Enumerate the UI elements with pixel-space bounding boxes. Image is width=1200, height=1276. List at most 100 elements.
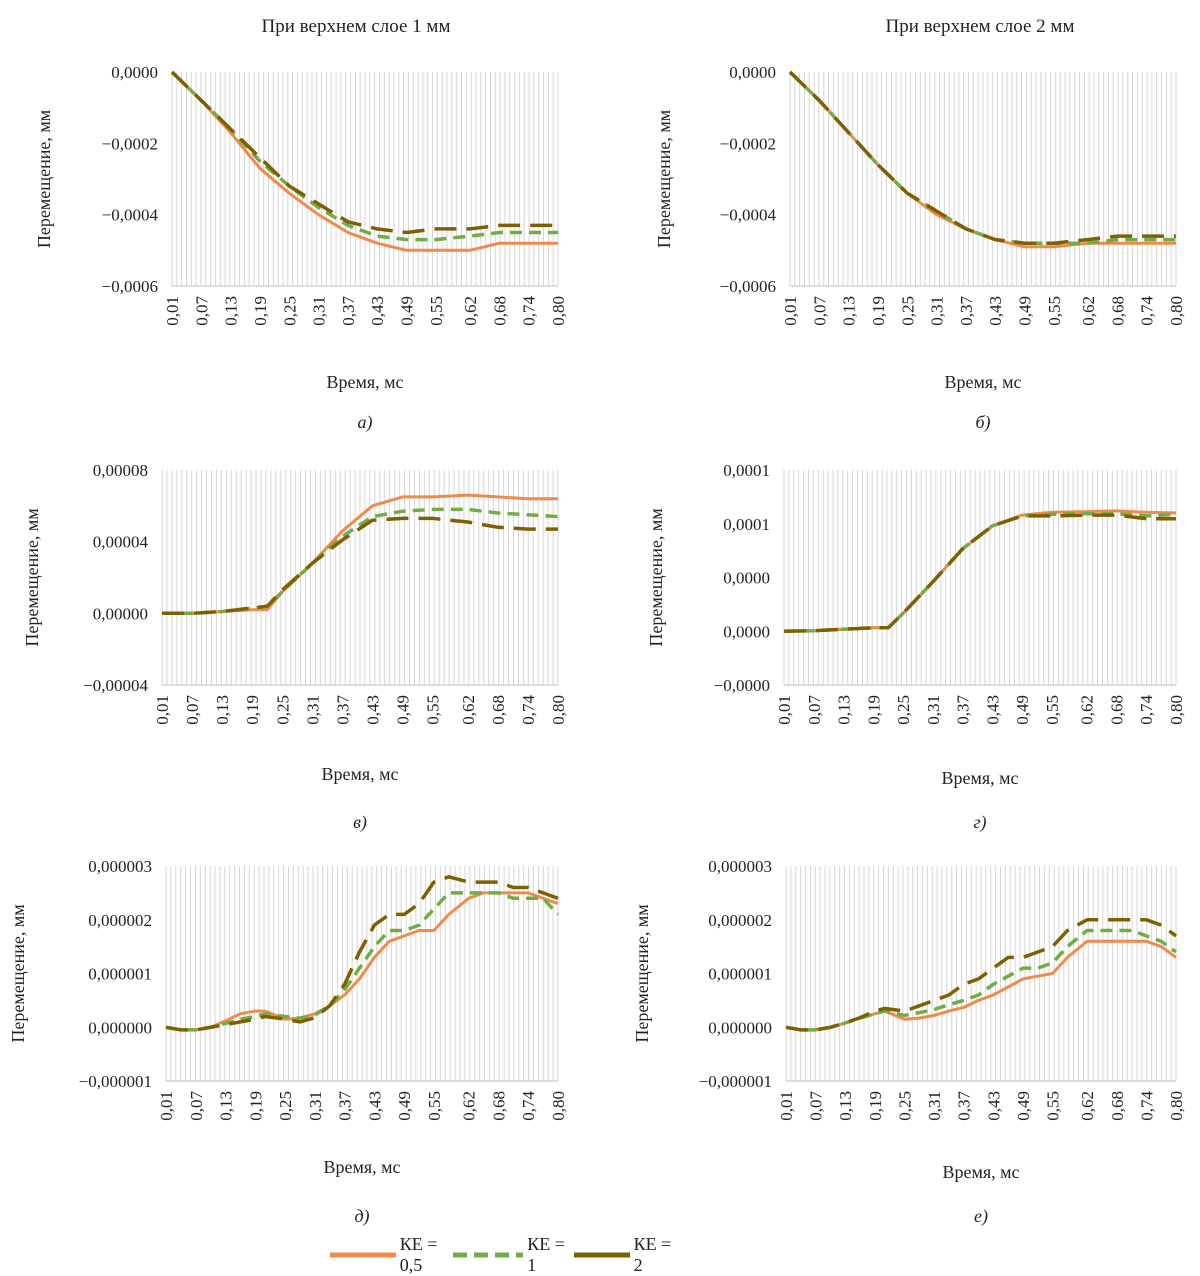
x-tick-label: 0,37 (336, 1091, 355, 1121)
y-tick-label: −0,0004 (720, 206, 777, 225)
x-tick-label: 0,19 (869, 296, 888, 326)
legend-swatch-ke1 (453, 1252, 524, 1258)
x-tick-label: 0,01 (777, 1091, 796, 1121)
x-tick-label: 0,43 (368, 296, 387, 326)
x-tick-label: 0,68 (1107, 695, 1126, 725)
legend-label-ke1: КЕ = 1 (527, 1234, 565, 1275)
x-tick-label: 0,43 (983, 695, 1002, 725)
legend-swatch-ke05 (330, 1252, 396, 1258)
x-tick-label: 0,25 (280, 296, 299, 326)
panel-caption: г) (973, 812, 986, 833)
x-tick-label: 0,74 (1137, 695, 1156, 725)
x-tick-label: 0,55 (1043, 695, 1062, 725)
x-axis-title: Время, мс (941, 768, 1018, 788)
y-axis-title: Перемещение, мм (22, 508, 42, 646)
legend-swatch-ke2 (574, 1252, 630, 1258)
x-tick-label: 0,37 (333, 695, 352, 725)
y-tick-label: 0,000001 (88, 965, 152, 984)
series-line-2 (783, 513, 1176, 634)
x-tick-label: 0,13 (222, 296, 241, 326)
x-tick-label: 0,55 (424, 695, 443, 725)
x-tick-label: 0,31 (925, 1091, 944, 1121)
y-tick-label: −0,0000 (714, 676, 770, 695)
x-tick-label: 0,13 (836, 1091, 855, 1121)
series-line-0 (170, 70, 558, 252)
legend-item-ke1: КЕ = 1 (453, 1234, 568, 1276)
y-tick-label: 0,0001 (723, 461, 770, 480)
y-tick-label: 0,00008 (93, 461, 148, 480)
y-tick-label: 0,0000 (723, 569, 770, 588)
x-tick-label: 0,07 (183, 695, 202, 725)
x-tick-label: 0,68 (1108, 296, 1127, 326)
x-tick-label: 0,19 (246, 1091, 265, 1121)
x-tick-label: 0,80 (1167, 296, 1186, 326)
x-tick-label: 0,62 (1079, 296, 1098, 326)
legend-label-ke05: КЕ = 0,5 (399, 1234, 438, 1275)
chart-panel-0: 0,0000 −0,0002 −0,0004 −0,0006 0,01 0,07 0,13 0… (34, 63, 568, 433)
x-tick-label: 0,80 (1167, 695, 1186, 725)
x-tick-label: 0,13 (217, 1091, 236, 1121)
y-tick-label: 0,00000 (93, 604, 148, 623)
x-tick-label: 0,31 (928, 296, 947, 326)
y-tick-label: −0,0002 (102, 134, 158, 153)
x-tick-label: 0,49 (394, 695, 413, 725)
legend-item-ke05: КЕ = 0,5 (330, 1234, 447, 1276)
chart-panel-2: 0,00008 0,00004 0,00000 −0,00004 0,01 0,07 0,1… (22, 461, 568, 833)
x-tick-label: 0,62 (459, 695, 478, 725)
chart-panel-1: 0,0000 −0,0002 −0,0004 −0,0006 0,01 0,07 0,13 0… (654, 63, 1186, 433)
panel-caption: а) (358, 412, 373, 433)
x-tick-label: 0,31 (924, 695, 943, 725)
x-tick-label: 0,31 (310, 296, 329, 326)
x-axis-title: Время, мс (944, 372, 1021, 392)
x-tick-label: 0,19 (864, 695, 883, 725)
x-tick-label: 0,25 (273, 695, 292, 725)
y-tick-label: 0,00004 (93, 533, 149, 552)
y-axis-title: Перемещение, мм (34, 110, 54, 248)
x-tick-label: 0,07 (810, 296, 829, 326)
x-tick-label: 0,49 (398, 296, 417, 326)
x-tick-label: 0,43 (365, 1091, 384, 1121)
x-tick-label: 0,01 (163, 296, 182, 326)
x-tick-label: 0,55 (427, 296, 446, 326)
x-tick-label: 0,19 (251, 296, 270, 326)
x-tick-label: 0,68 (489, 1091, 508, 1121)
x-tick-label: 0,68 (490, 296, 509, 326)
y-tick-label: −0,000001 (699, 1072, 772, 1091)
y-tick-label: 0,000002 (708, 911, 772, 930)
x-axis-title: Время, мс (321, 764, 398, 784)
x-tick-label: 0,13 (213, 695, 232, 725)
y-tick-label: 0,000003 (708, 857, 772, 876)
x-tick-label: 0,19 (866, 1091, 885, 1121)
chart-panel-5: 0,000003 0,000002 0,000001 0,000000 −0,00000… (632, 857, 1186, 1227)
x-tick-label: 0,55 (1045, 296, 1064, 326)
x-tick-label: 0,37 (954, 695, 973, 725)
x-tick-label: 0,68 (1108, 1091, 1127, 1121)
chart-panel-3: 0,0001 0,0001 0,0000 0,0000 −0,0000 0,01 0,07 0… (646, 461, 1186, 833)
series-line-2 (162, 516, 558, 616)
x-tick-label: 0,25 (898, 296, 917, 326)
x-axis-title: Время, мс (323, 1157, 400, 1177)
x-tick-label: 0,80 (549, 1091, 568, 1121)
x-tick-label: 0,31 (306, 1091, 325, 1121)
x-tick-label: 0,49 (1013, 695, 1032, 725)
x-tick-label: 0,43 (986, 296, 1005, 326)
y-tick-label: −0,0006 (102, 277, 158, 296)
x-tick-label: 0,25 (894, 695, 913, 725)
x-tick-label: 0,07 (807, 1091, 826, 1121)
panel-caption: д) (354, 1206, 369, 1227)
y-tick-label: 0,0001 (723, 515, 770, 534)
x-tick-label: 0,49 (1016, 296, 1035, 326)
y-tick-label: −0,0002 (720, 134, 776, 153)
x-tick-label: 0,49 (395, 1091, 414, 1121)
y-tick-label: −0,00004 (83, 676, 148, 695)
panel-caption: в) (353, 812, 367, 833)
y-axis-title: Перемещение, мм (646, 508, 666, 646)
series-line-2 (165, 875, 559, 1032)
x-tick-label: 0,37 (339, 296, 358, 326)
y-tick-label: 0,0000 (111, 63, 158, 82)
x-tick-label: 0,62 (1078, 1091, 1097, 1121)
x-tick-label: 0,07 (192, 296, 211, 326)
x-axis-title: Время, мс (326, 372, 403, 392)
y-tick-label: 0,000003 (88, 857, 152, 876)
y-tick-label: 0,000000 (88, 1018, 152, 1037)
